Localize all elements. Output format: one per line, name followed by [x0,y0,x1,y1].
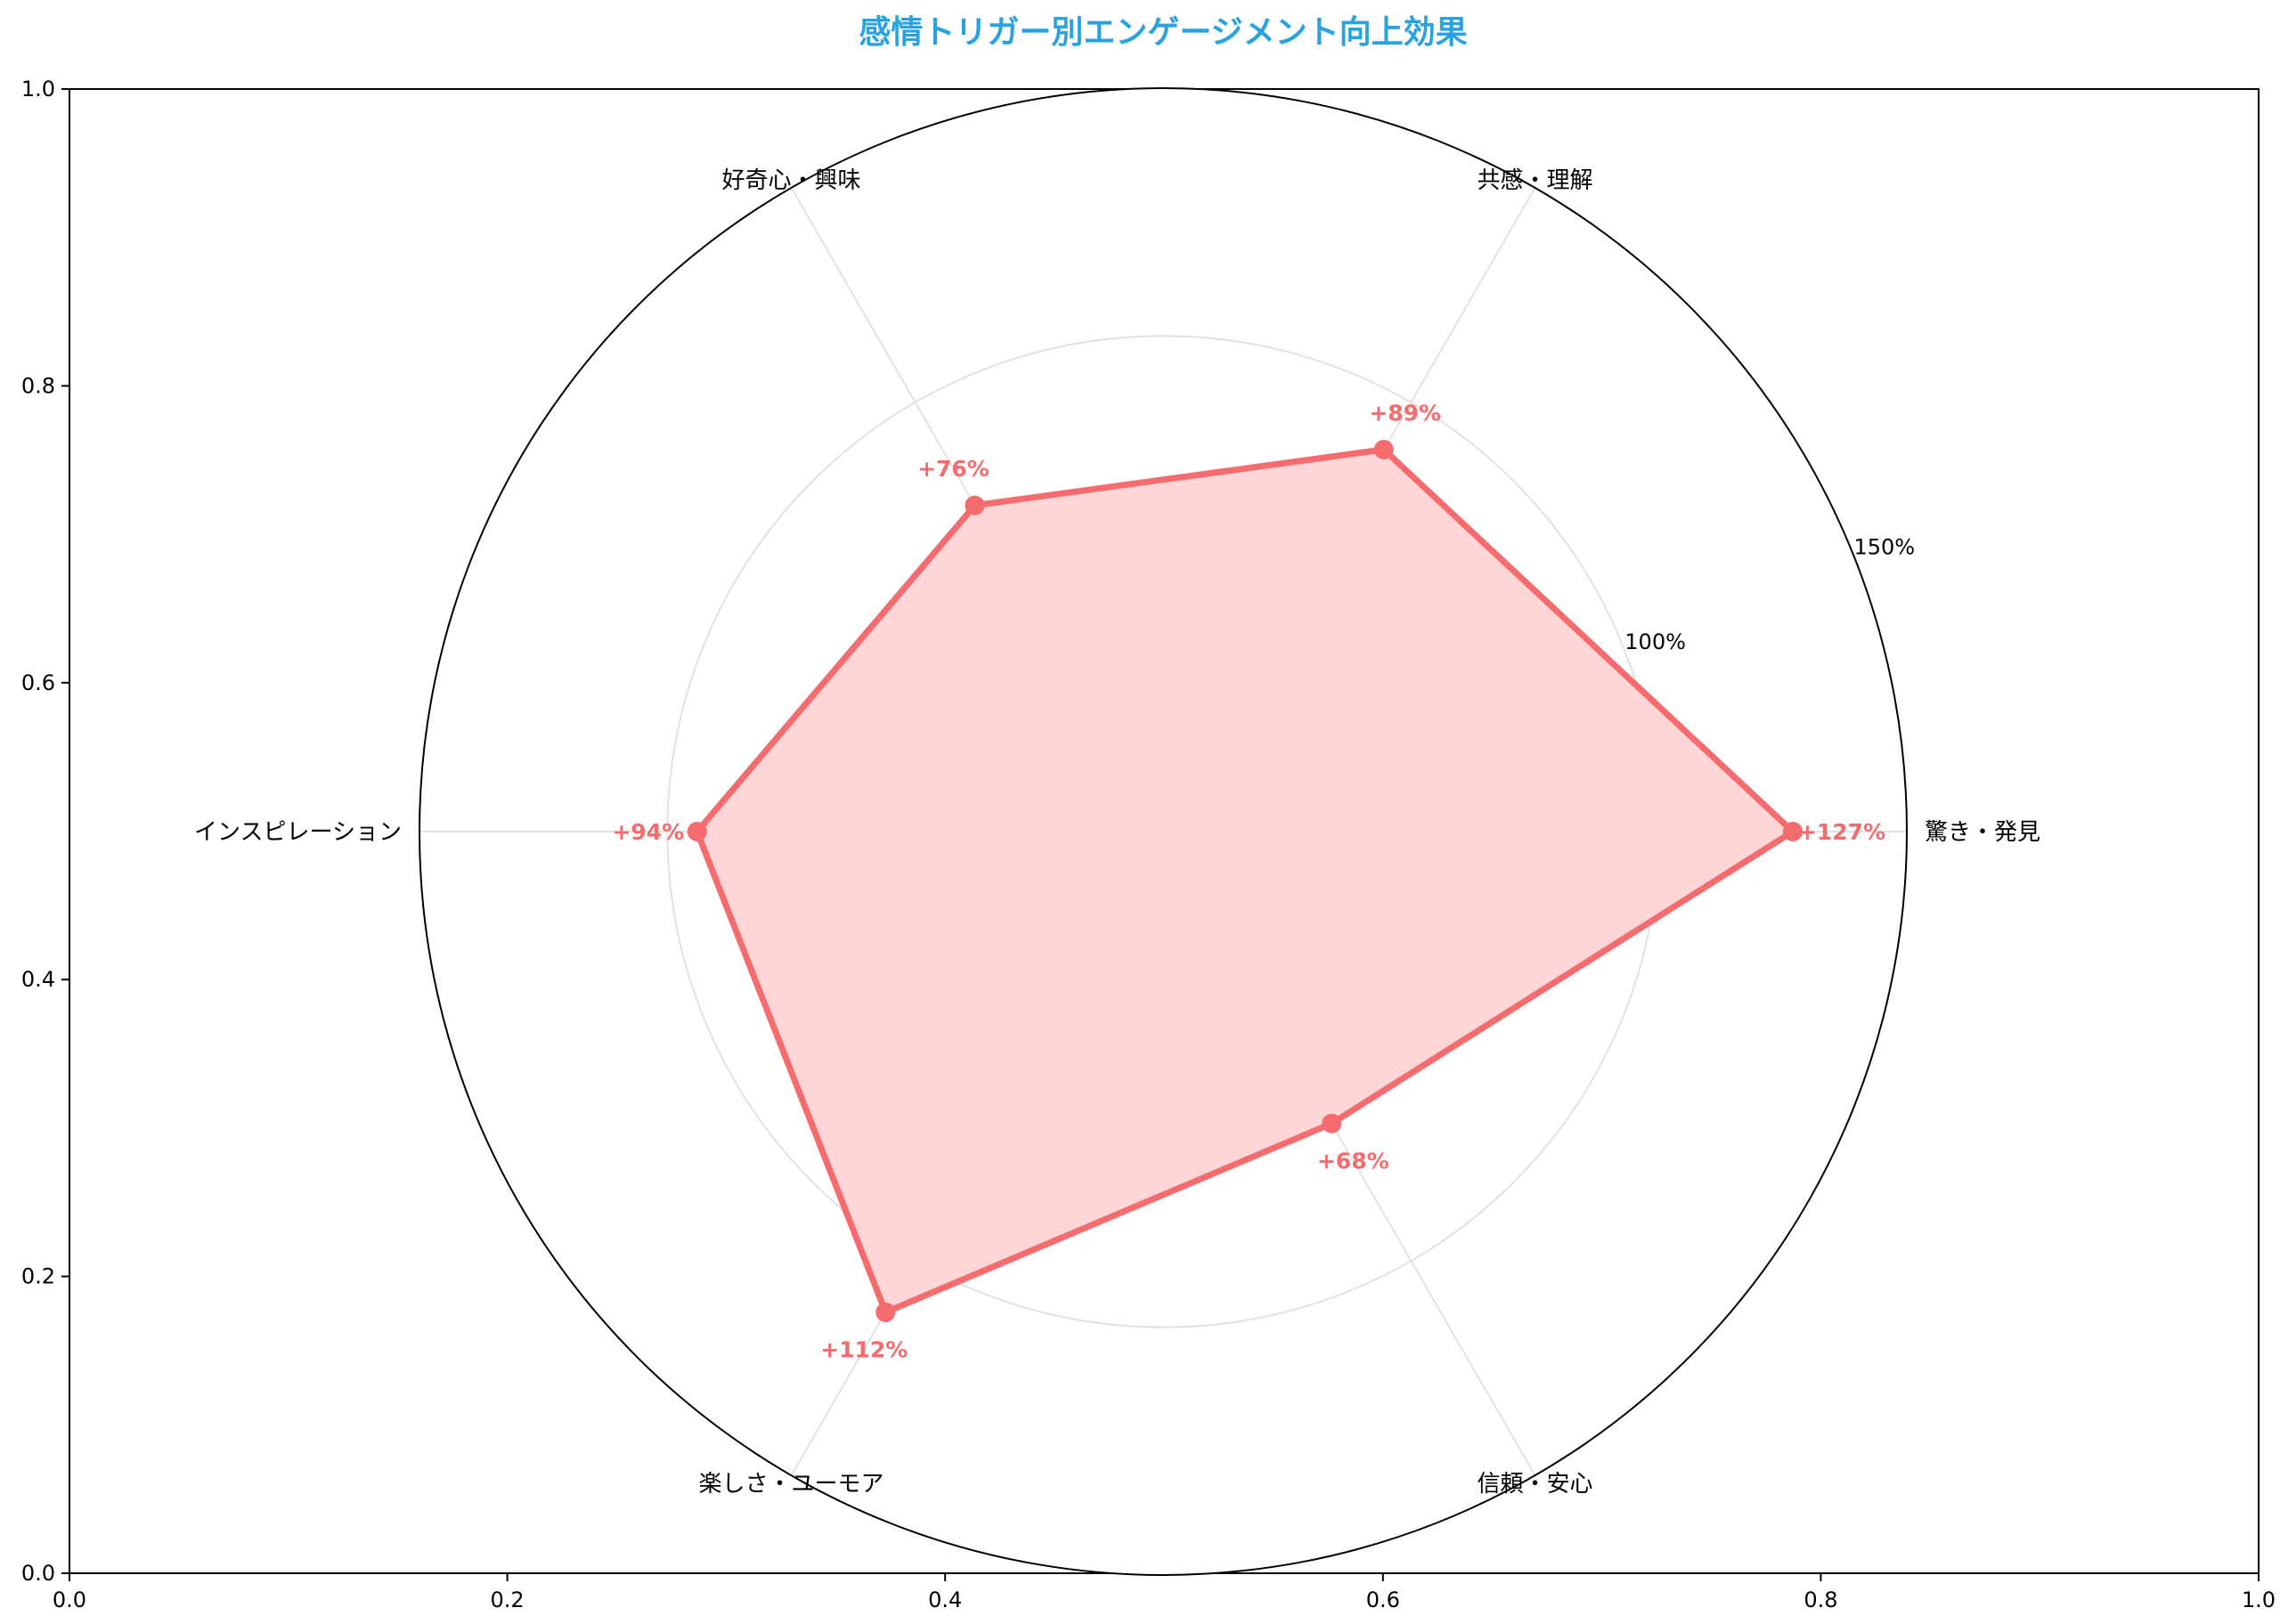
x-tick-label: 0.6 [1366,1587,1400,1612]
data-point [875,1302,896,1322]
x-tick-label: 0.0 [53,1587,86,1612]
radar-series [687,439,1803,1322]
y-tick-label: 0.6 [21,670,55,695]
data-point [1782,822,1803,841]
category-label: 楽しさ・ユーモア [698,1471,884,1498]
value-label: +89% [1369,400,1441,426]
radial-tick-label: 150% [1853,534,1915,559]
data-point [1322,1113,1342,1133]
y-tick-label: 0.2 [21,1264,55,1289]
y-tick-label: 0.8 [21,373,55,398]
radar-labels: +127% +89% +76% +94% +112% +68% 驚き・発見 共感・理解 好奇心・… [194,167,2040,1498]
value-label: +127% [1798,819,1885,845]
x-tick-label: 1.0 [2242,1587,2276,1612]
y-tick-label: 0.0 [21,1561,55,1586]
category-label: 驚き・発見 [1925,819,2040,846]
radial-tick-label: 100% [1624,629,1686,654]
y-tick-label: 1.0 [21,77,55,102]
series-area [696,449,1794,1312]
data-point [965,495,985,516]
category-label: インスピレーション [194,819,402,846]
x-tick-label: 0.2 [491,1587,525,1612]
category-label: 信頼・安心 [1477,1471,1592,1498]
chart-title: 感情トリガー別エンゲージメント向上効果 [859,14,1467,51]
category-label: 共感・理解 [1477,167,1592,194]
y-tick-label: 0.4 [21,967,55,992]
value-label: +112% [820,1337,908,1363]
value-label: +68% [1317,1148,1389,1173]
polar-outer-ring [419,87,1908,1576]
data-point [687,822,707,841]
category-label: 好奇心・興味 [721,167,860,194]
x-tick-label: 0.8 [1804,1587,1837,1612]
value-label: +94% [612,819,684,845]
data-point [1373,439,1394,459]
value-label: +76% [917,456,989,482]
x-tick-label: 0.4 [928,1587,962,1612]
